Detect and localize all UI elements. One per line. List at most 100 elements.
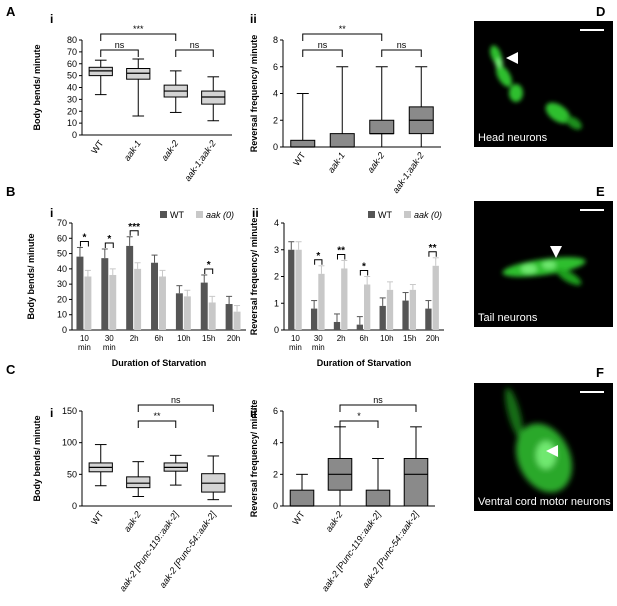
- sub-panel-label: ii: [252, 206, 259, 220]
- x-category-label: 10: [291, 334, 300, 343]
- significance-bracket: *: [104, 234, 114, 248]
- x-category-label: min: [289, 343, 302, 352]
- bracket-line: [129, 230, 139, 236]
- panel-letter-c: C: [6, 362, 16, 377]
- bracket-line: [100, 33, 177, 41]
- bracket-line: [339, 404, 417, 412]
- x-category-label: aak-2: [122, 509, 143, 533]
- legend: WT aak (0): [160, 210, 234, 220]
- bar: [310, 308, 318, 330]
- x-category-label: 15h: [202, 334, 215, 343]
- bar: [126, 245, 134, 330]
- bracket-line: [302, 33, 383, 41]
- significance-bracket: ns: [381, 40, 422, 57]
- sub-panel-label: i: [50, 12, 53, 26]
- box-0: [290, 93, 316, 148]
- bar: [151, 262, 158, 330]
- significance-bracket: ns: [302, 40, 343, 57]
- micrograph-label: Ventral cord motor neurons: [478, 496, 611, 508]
- bracket-line: [79, 240, 89, 247]
- x-category-label: min: [103, 343, 116, 352]
- x-axis-label: Duration of Starvation: [112, 358, 207, 368]
- bracket-line: [175, 49, 214, 57]
- bracket-line: [204, 268, 214, 274]
- x-category-label: 2h: [337, 334, 346, 343]
- bar: [318, 273, 325, 330]
- head-neurons-image: [490, 45, 582, 130]
- x-category-label: aak-2: [365, 150, 386, 174]
- y-tick-label: 2: [273, 469, 278, 479]
- significance-label: *: [316, 251, 320, 262]
- x-category-label: 10h: [177, 334, 190, 343]
- y-tick-label: 70: [57, 218, 67, 228]
- x-category-label: 6h: [155, 334, 164, 343]
- bar-aak0-6: [432, 257, 439, 330]
- bar: [208, 302, 216, 330]
- bar-aak0-1: [318, 265, 325, 330]
- y-axis-label: Body bends/ minute: [26, 233, 36, 319]
- box-2: [365, 458, 391, 507]
- x-category-label: 2h: [130, 334, 139, 343]
- bracket-line: [381, 49, 422, 57]
- significance-bracket: ns: [137, 395, 214, 412]
- bar-WT-4: [379, 297, 386, 330]
- bar: [233, 311, 241, 330]
- box-2: [369, 66, 395, 148]
- bar-WT-0: [288, 241, 295, 330]
- x-category-label: WT: [290, 509, 307, 527]
- micrograph-tail-neurons: Tail neurons: [474, 201, 613, 327]
- y-tick-label: 6: [273, 62, 278, 72]
- bar-WT-5: [402, 292, 409, 330]
- bar-WT-6: [425, 300, 432, 330]
- significance-bracket: ***: [100, 24, 177, 41]
- sub-panel-label: ii: [250, 406, 257, 420]
- bar-aak0-3: [159, 269, 166, 330]
- x-axis-label: Duration of Starvation: [317, 358, 412, 368]
- box-iqr: [369, 119, 395, 135]
- bar: [159, 276, 166, 330]
- bar-WT-0: [76, 246, 84, 330]
- sub-panel-label: i: [50, 406, 53, 420]
- bracket-line: [100, 49, 139, 57]
- y-axis-label: Reversal frequency/ minute: [249, 35, 259, 153]
- panel-letter-e: E: [596, 184, 605, 199]
- y-tick-label: 40: [57, 264, 67, 274]
- significance-label: ***: [133, 24, 144, 34]
- x-category-label: min: [78, 343, 91, 352]
- significance-label: ns: [190, 40, 200, 50]
- bar: [402, 300, 409, 330]
- x-category-label: 15h: [403, 334, 416, 343]
- bar: [425, 308, 432, 330]
- bar-WT-1: [310, 300, 318, 330]
- bar: [76, 256, 84, 330]
- legend-swatch: [368, 211, 375, 218]
- significance-bracket: **: [336, 245, 346, 260]
- x-category-label: 30: [314, 334, 323, 343]
- significance-label: ns: [373, 395, 383, 405]
- y-tick-label: 4: [273, 438, 278, 448]
- tail-neurons-image: [502, 246, 586, 286]
- y-axis-label: Body bends/ minute: [32, 415, 42, 501]
- ventral-cord-image: [505, 387, 573, 493]
- bar: [225, 304, 233, 330]
- y-tick-label: 2: [274, 272, 279, 282]
- legend-swatch: [196, 211, 203, 218]
- significance-label: *: [207, 260, 211, 271]
- scale-bar: [580, 391, 604, 393]
- box-2: [163, 454, 188, 486]
- x-category-label: 20h: [426, 334, 439, 343]
- bar: [84, 276, 92, 330]
- micrograph-head-neurons: Head neurons: [474, 21, 613, 147]
- y-tick-label: 4: [274, 218, 279, 228]
- y-tick-label: 10: [67, 118, 77, 128]
- x-category-label: 30: [105, 334, 114, 343]
- y-tick-label: 100: [62, 438, 77, 448]
- scale-bar: [580, 29, 604, 31]
- box-3: [201, 455, 226, 501]
- bar-WT-2: [126, 236, 134, 330]
- x-category-label: aak-1;aak-2: [390, 150, 425, 195]
- bar-aak0-0: [84, 269, 92, 330]
